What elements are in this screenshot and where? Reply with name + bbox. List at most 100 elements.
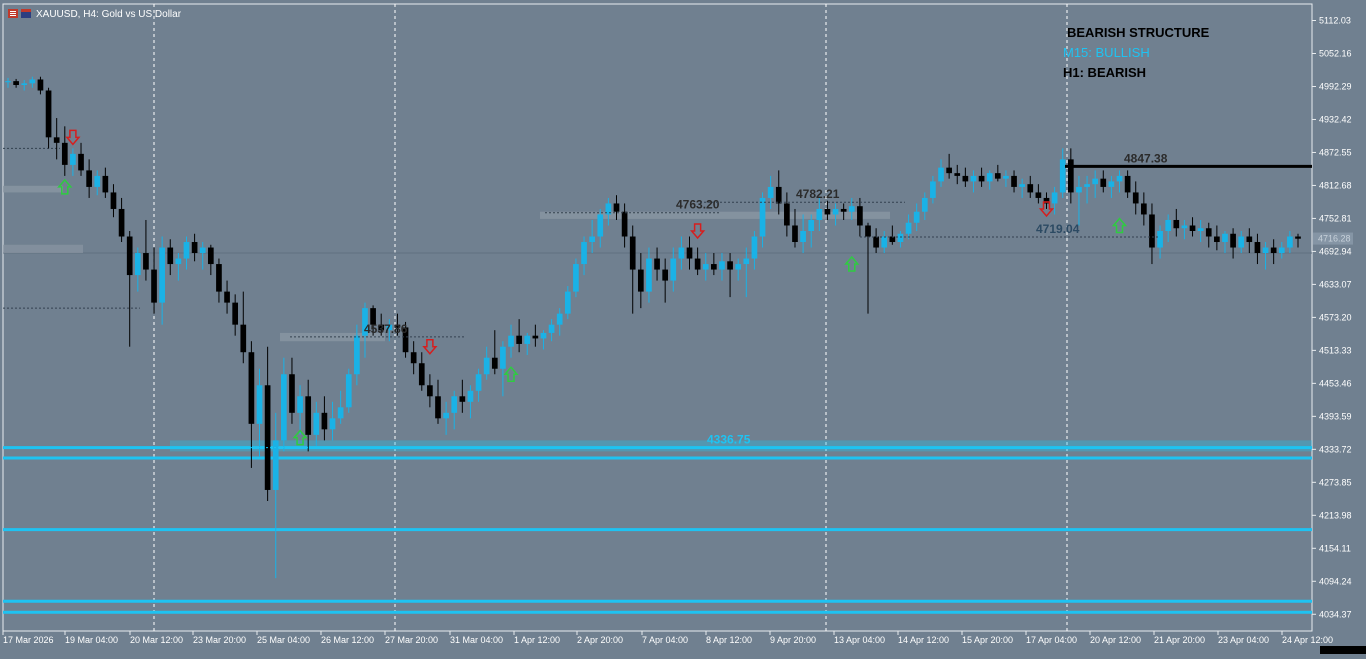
candle [970,170,977,193]
candle [1287,230,1293,254]
candle [224,280,230,314]
candle-body [1181,225,1188,229]
candle-body [1149,214,1155,248]
candle [1003,170,1009,187]
candle-body [354,335,360,375]
candle-body [1214,236,1220,243]
candle [175,253,182,281]
candle-body [329,418,336,430]
candle-body [1230,233,1236,248]
candle [1278,242,1285,259]
candle-body [938,167,944,182]
candle [1019,178,1025,198]
down-arrow-icon [689,223,706,240]
time-tick-label: 20 Mar 12:00 [130,635,183,645]
candle [1059,148,1066,198]
candle-body [1124,175,1131,193]
candle-body [954,173,961,176]
candle-body [29,79,36,84]
candle-body [1019,184,1025,187]
price-tick-label: 5112.03 [1319,16,1351,26]
price-axis-bg [1313,0,1366,654]
time-tick-label: 20 Apr 12:00 [1090,635,1141,645]
candle-body [1059,159,1066,193]
candle [110,184,117,218]
candle [1067,148,1074,204]
time-tick-label: 17 Mar 2026 [3,635,54,645]
candle-body [897,233,904,243]
down-arrow-icon [1038,201,1055,218]
candle-body [824,208,831,215]
price-tick-label: 4453.46 [1319,378,1352,388]
candle [451,390,458,430]
time-tick-label: 14 Apr 12:00 [898,635,949,645]
candle-body [670,258,677,281]
candle [978,167,985,187]
candle-body [1116,175,1123,182]
candle [532,324,539,347]
candle-body [1011,175,1017,187]
candle-body [1076,186,1082,193]
candle-body [556,313,563,325]
candle-body [94,175,101,187]
candle-body [1205,228,1212,237]
candle-body [970,175,977,182]
candle-body [751,236,758,259]
candle-body [913,211,920,223]
candle [427,374,433,408]
candle-body [978,175,985,182]
price-axis: 5112.03 5052.16 4992.29 4932.42 4872.55 4812.… [1312,0,1366,654]
candle [313,401,320,446]
candle-body [394,324,401,328]
candle [289,357,295,424]
candle-body [13,81,19,85]
time-tick-label: 15 Apr 20:00 [962,635,1013,645]
candle-body [889,236,896,243]
price-tick-label: 4692.94 [1319,246,1352,256]
candle-body [832,208,839,215]
candle [1108,175,1115,198]
candle [78,142,84,176]
candle-body [605,203,612,215]
candle-body [459,396,466,402]
candle-body [402,327,409,353]
annotation-label: 4847.38 [1124,151,1168,165]
candle [1084,175,1090,204]
structure-title: BEARISH STRUCTURE [1067,25,1210,40]
candle-body [491,357,498,369]
time-tick-label: 17 Apr 04:00 [1026,635,1077,645]
candle-body [305,396,312,435]
annotation-label: 4537.86 [364,322,408,336]
candle-body [573,264,579,292]
candle [1214,225,1220,251]
candle-body [1295,236,1301,239]
candle-body [224,291,230,303]
candle-body [297,396,303,413]
up-arrow-icon [292,429,308,446]
price-tick-label: 4213.98 [1319,510,1352,520]
candle [5,77,11,88]
candle [21,80,28,91]
time-tick-label: 24 Apr 12:00 [1282,635,1333,645]
candle-body [711,264,717,270]
up-arrow-icon [1111,217,1128,234]
candle [573,258,579,298]
candle [297,385,303,435]
candle [354,324,360,386]
candle [581,236,587,276]
candle [248,341,255,468]
candle [1141,192,1147,226]
candle-body [167,247,174,265]
candle [605,197,612,226]
candle-body [386,324,393,331]
candle [159,236,165,325]
candle-body [451,396,458,413]
vertical-separators [153,4,1068,631]
candle [913,203,920,231]
candle-body [70,153,76,165]
candle-body [159,247,165,303]
candle [930,175,936,204]
candle [321,396,328,441]
